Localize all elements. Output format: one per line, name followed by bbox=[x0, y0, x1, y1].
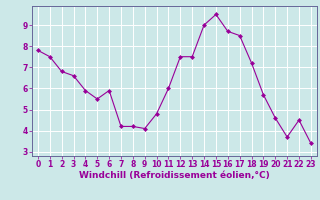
X-axis label: Windchill (Refroidissement éolien,°C): Windchill (Refroidissement éolien,°C) bbox=[79, 171, 270, 180]
